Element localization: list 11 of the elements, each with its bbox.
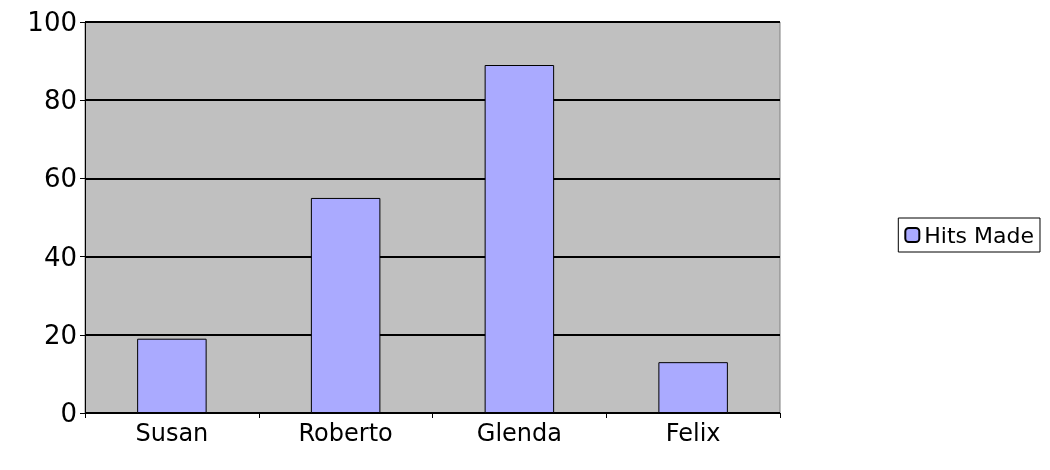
y-tick-label: 60 <box>43 163 77 194</box>
x-tick-label: Roberto <box>298 419 393 447</box>
legend-label: Hits Made <box>924 222 1034 248</box>
y-tick-label: 100 <box>27 7 77 37</box>
y-tick-label: 40 <box>43 241 77 272</box>
x-tick-label: Felix <box>665 419 721 447</box>
x-tick-label: Susan <box>135 419 209 447</box>
y-tick-label: 20 <box>43 319 77 350</box>
x-tick-label: Glenda <box>476 419 562 447</box>
y-tick-label: 80 <box>43 85 77 116</box>
y-tick-label: 0 <box>60 398 77 428</box>
